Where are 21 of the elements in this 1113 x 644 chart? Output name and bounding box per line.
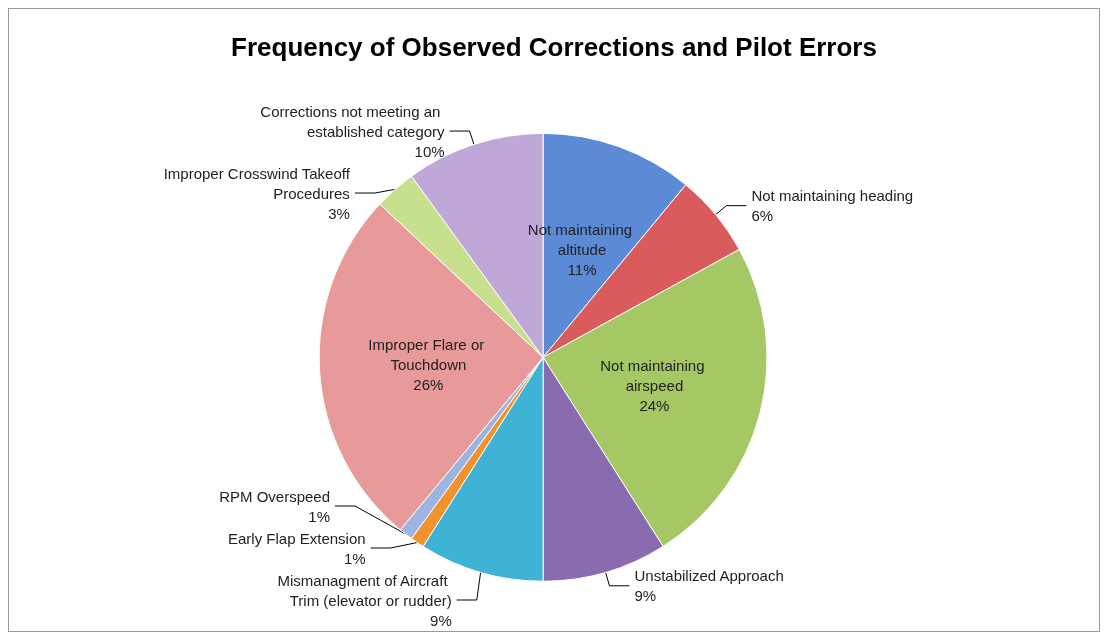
data-label: 10%	[414, 142, 445, 160]
slice-label: RPM Overspeed	[219, 487, 331, 505]
slice-label: Not maintaining airspeed	[600, 357, 709, 395]
slice-label: Improper Crosswind Takeoff Procedures	[163, 164, 351, 202]
data-label: 11%	[567, 260, 597, 278]
slice-label: Not maintaining altitude	[527, 220, 637, 258]
slice-label: Not maintaining heading	[751, 187, 914, 205]
data-label: 24%	[639, 397, 670, 415]
data-label: 9%	[634, 587, 657, 605]
data-label: 26%	[413, 376, 444, 394]
data-label: 1%	[308, 507, 331, 525]
data-label: 1%	[343, 549, 366, 567]
slice-label: Unstabilized Approach	[634, 567, 784, 585]
slice-label: Mismanagment of Aircraft Trim (elevator or rudder)	[277, 571, 452, 609]
chart-title: Frequency of Observed Corrections and Pilot Errors	[231, 32, 877, 62]
data-label: 6%	[751, 207, 774, 225]
slice-label: Early Flap Extension	[228, 529, 366, 547]
data-label: 3%	[328, 204, 350, 222]
data-label: 9%	[430, 611, 452, 629]
slice-label: Improper Flare or Touchdown	[368, 336, 489, 374]
slice-label: Corrections not meeting an established category	[260, 102, 446, 140]
